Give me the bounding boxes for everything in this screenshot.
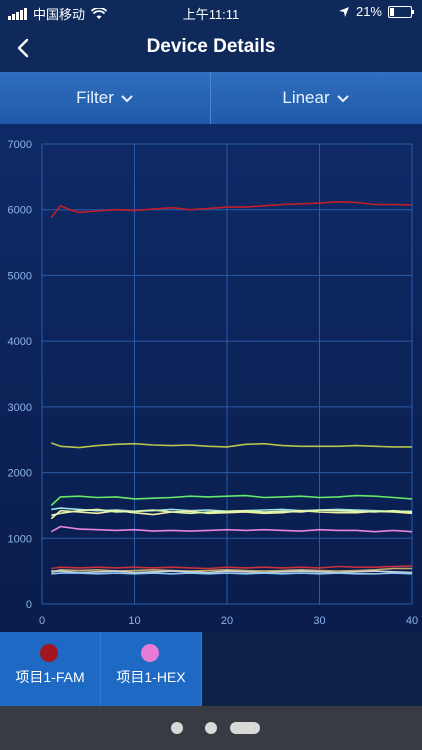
chevron-down-icon — [121, 95, 133, 103]
status-left: 中国移动 — [8, 4, 108, 23]
page-dot[interactable] — [205, 722, 217, 734]
status-bar: 中国移动 上午11:11 21% — [0, 0, 422, 24]
signal-icon — [8, 7, 27, 20]
x-tick-label: 10 — [128, 615, 140, 627]
line-chart: 0 1000 2000 3000 4000 5000 6000 7000 0 10 20 30 40 — [8, 139, 419, 627]
filter-label: Filter — [76, 88, 114, 107]
series-line — [51, 508, 413, 517]
y-tick-label: 7000 — [8, 139, 32, 151]
series-line — [50, 201, 413, 219]
x-tick-label: 30 — [313, 615, 325, 627]
legend-label: 项目1-HEX — [116, 669, 186, 685]
legend: 项目1-FAM 项目1-HEX — [0, 632, 422, 706]
nav-bar: Device Details — [0, 24, 422, 72]
x-tick-label: 40 — [406, 615, 418, 627]
page-dot-active[interactable] — [230, 722, 260, 734]
battery-text: 21% — [355, 4, 382, 19]
carrier-label: 中国移动 — [33, 7, 86, 22]
y-tick-label: 4000 — [8, 336, 32, 348]
battery-level — [390, 7, 395, 16]
x-tick-label: 0 — [39, 615, 45, 627]
location-icon — [338, 6, 349, 17]
legend-swatch — [141, 644, 159, 662]
y-tick-label: 1000 — [8, 533, 32, 545]
status-right: 21% — [338, 4, 414, 19]
filter-button[interactable]: Filter — [0, 72, 211, 124]
page-dot[interactable] — [171, 722, 183, 734]
series-line — [50, 509, 413, 520]
toolbar: Filter Linear — [0, 72, 422, 125]
scale-button[interactable]: Linear — [211, 72, 421, 124]
series-line — [51, 567, 412, 574]
y-tick-label: 6000 — [8, 205, 32, 217]
series-line — [51, 570, 413, 574]
series-line — [50, 494, 413, 506]
legend-item-fam[interactable]: 项目1-FAM — [0, 632, 101, 706]
y-tick-label: 3000 — [8, 402, 32, 414]
series-line — [51, 442, 412, 449]
y-tick-label: 5000 — [8, 270, 32, 282]
wifi-icon — [91, 7, 108, 19]
series-line — [50, 525, 413, 533]
status-time: 上午11:11 — [182, 7, 240, 22]
chart-area: 0 1000 2000 3000 4000 5000 6000 7000 0 10 20 30 40 — [0, 124, 422, 632]
battery-icon — [388, 5, 414, 18]
legend-swatch — [40, 644, 58, 662]
y-tick-label: 2000 — [8, 468, 32, 480]
y-tick-label: 0 — [26, 599, 32, 611]
page-title: Device Details — [146, 36, 276, 57]
legend-item-hex[interactable]: 项目1-HEX — [101, 632, 202, 706]
page-indicator — [0, 706, 422, 750]
chevron-left-icon[interactable] — [10, 34, 38, 62]
chevron-down-icon — [336, 95, 349, 103]
x-tick-label: 20 — [221, 615, 233, 627]
legend-label: 项目1-FAM — [15, 669, 85, 685]
series-line — [51, 565, 413, 570]
series-line — [51, 572, 413, 575]
scale-label: Linear — [282, 88, 330, 107]
